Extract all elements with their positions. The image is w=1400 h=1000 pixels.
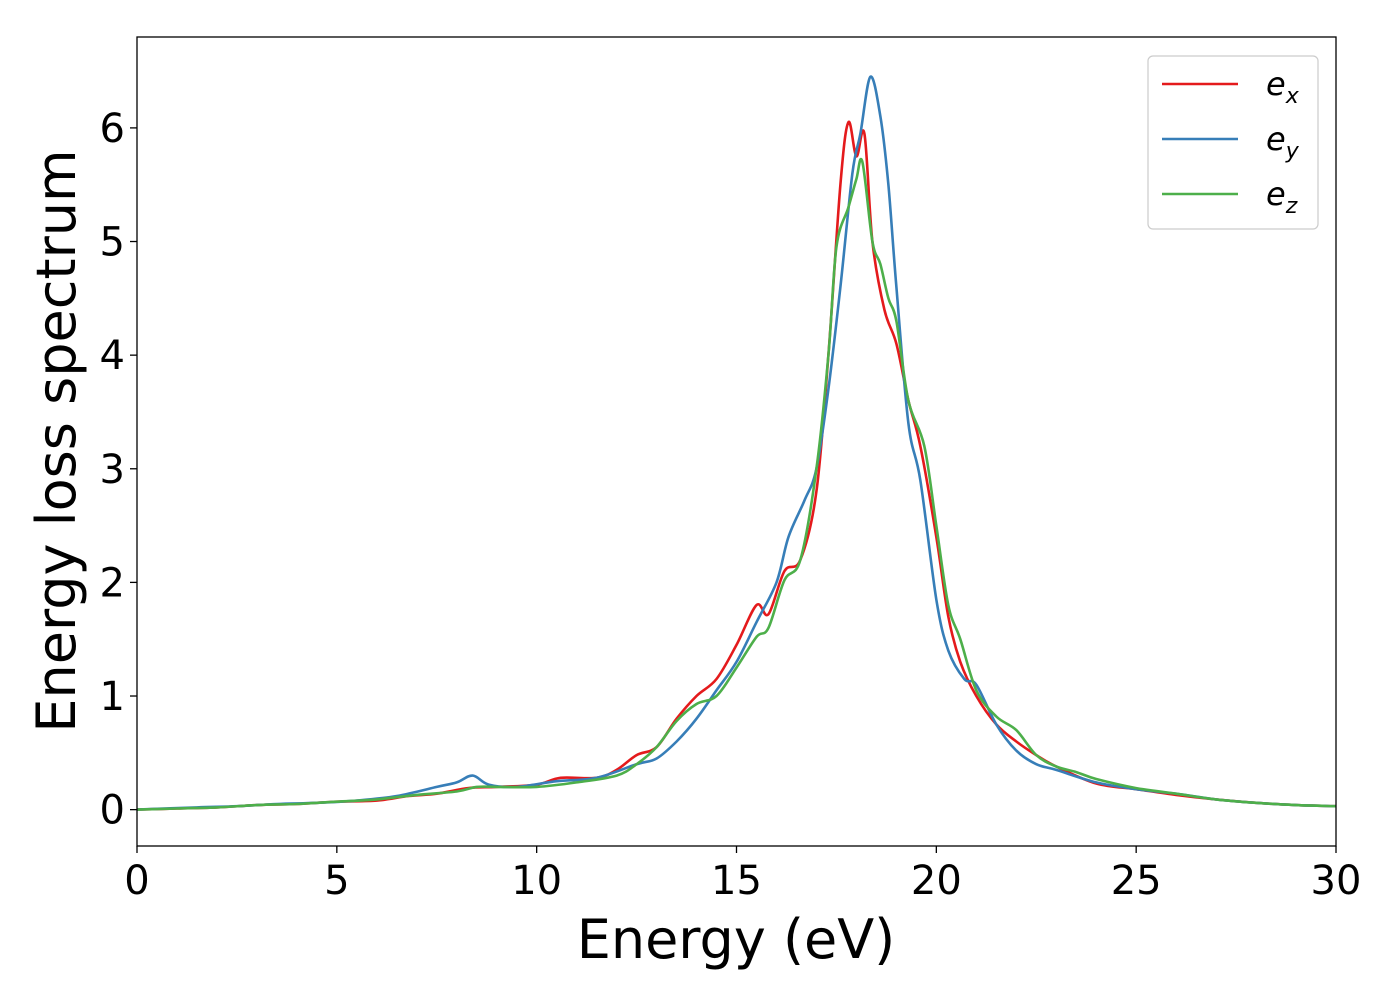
legend-label-z: ez	[1266, 175, 1298, 219]
y-axis-label: Energy loss spectrum	[25, 149, 88, 732]
y-tick-label: 1	[100, 674, 125, 720]
x-tick-label: 10	[511, 858, 562, 904]
legend-label-y: ey	[1266, 120, 1300, 164]
y-axis-ticks: 0 1 2 3 4 5 6	[100, 106, 137, 834]
x-tick-label: 5	[324, 858, 349, 904]
y-tick-label: 6	[100, 106, 125, 152]
x-tick-label: 15	[711, 858, 762, 904]
legend-box	[1147, 55, 1319, 230]
x-tick-label: 25	[1111, 858, 1162, 904]
legend-label-base: e	[1266, 65, 1286, 103]
legend-label-base: e	[1266, 120, 1286, 158]
x-axis-ticks: 0 5 10 15 20 25 30	[124, 846, 1361, 904]
legend-label-sub: x	[1285, 84, 1300, 109]
series-line-z	[137, 157, 1336, 811]
x-tick-label: 30	[1311, 858, 1362, 904]
y-tick-label: 3	[100, 447, 125, 493]
series-line-y	[137, 75, 1336, 811]
x-axis-label: Energy (eV)	[577, 908, 896, 971]
series-lines	[137, 75, 1336, 811]
y-tick-label: 0	[100, 788, 125, 834]
legend-label-base: e	[1266, 175, 1286, 213]
legend-label-x: ex	[1266, 65, 1300, 109]
y-tick-label: 4	[100, 333, 125, 379]
legend-label-sub: z	[1285, 194, 1298, 219]
x-tick-label: 0	[124, 858, 149, 904]
x-tick-label: 20	[911, 858, 962, 904]
y-tick-label: 5	[100, 220, 125, 266]
y-tick-label: 2	[100, 560, 125, 606]
legend-label-sub: y	[1285, 139, 1300, 164]
